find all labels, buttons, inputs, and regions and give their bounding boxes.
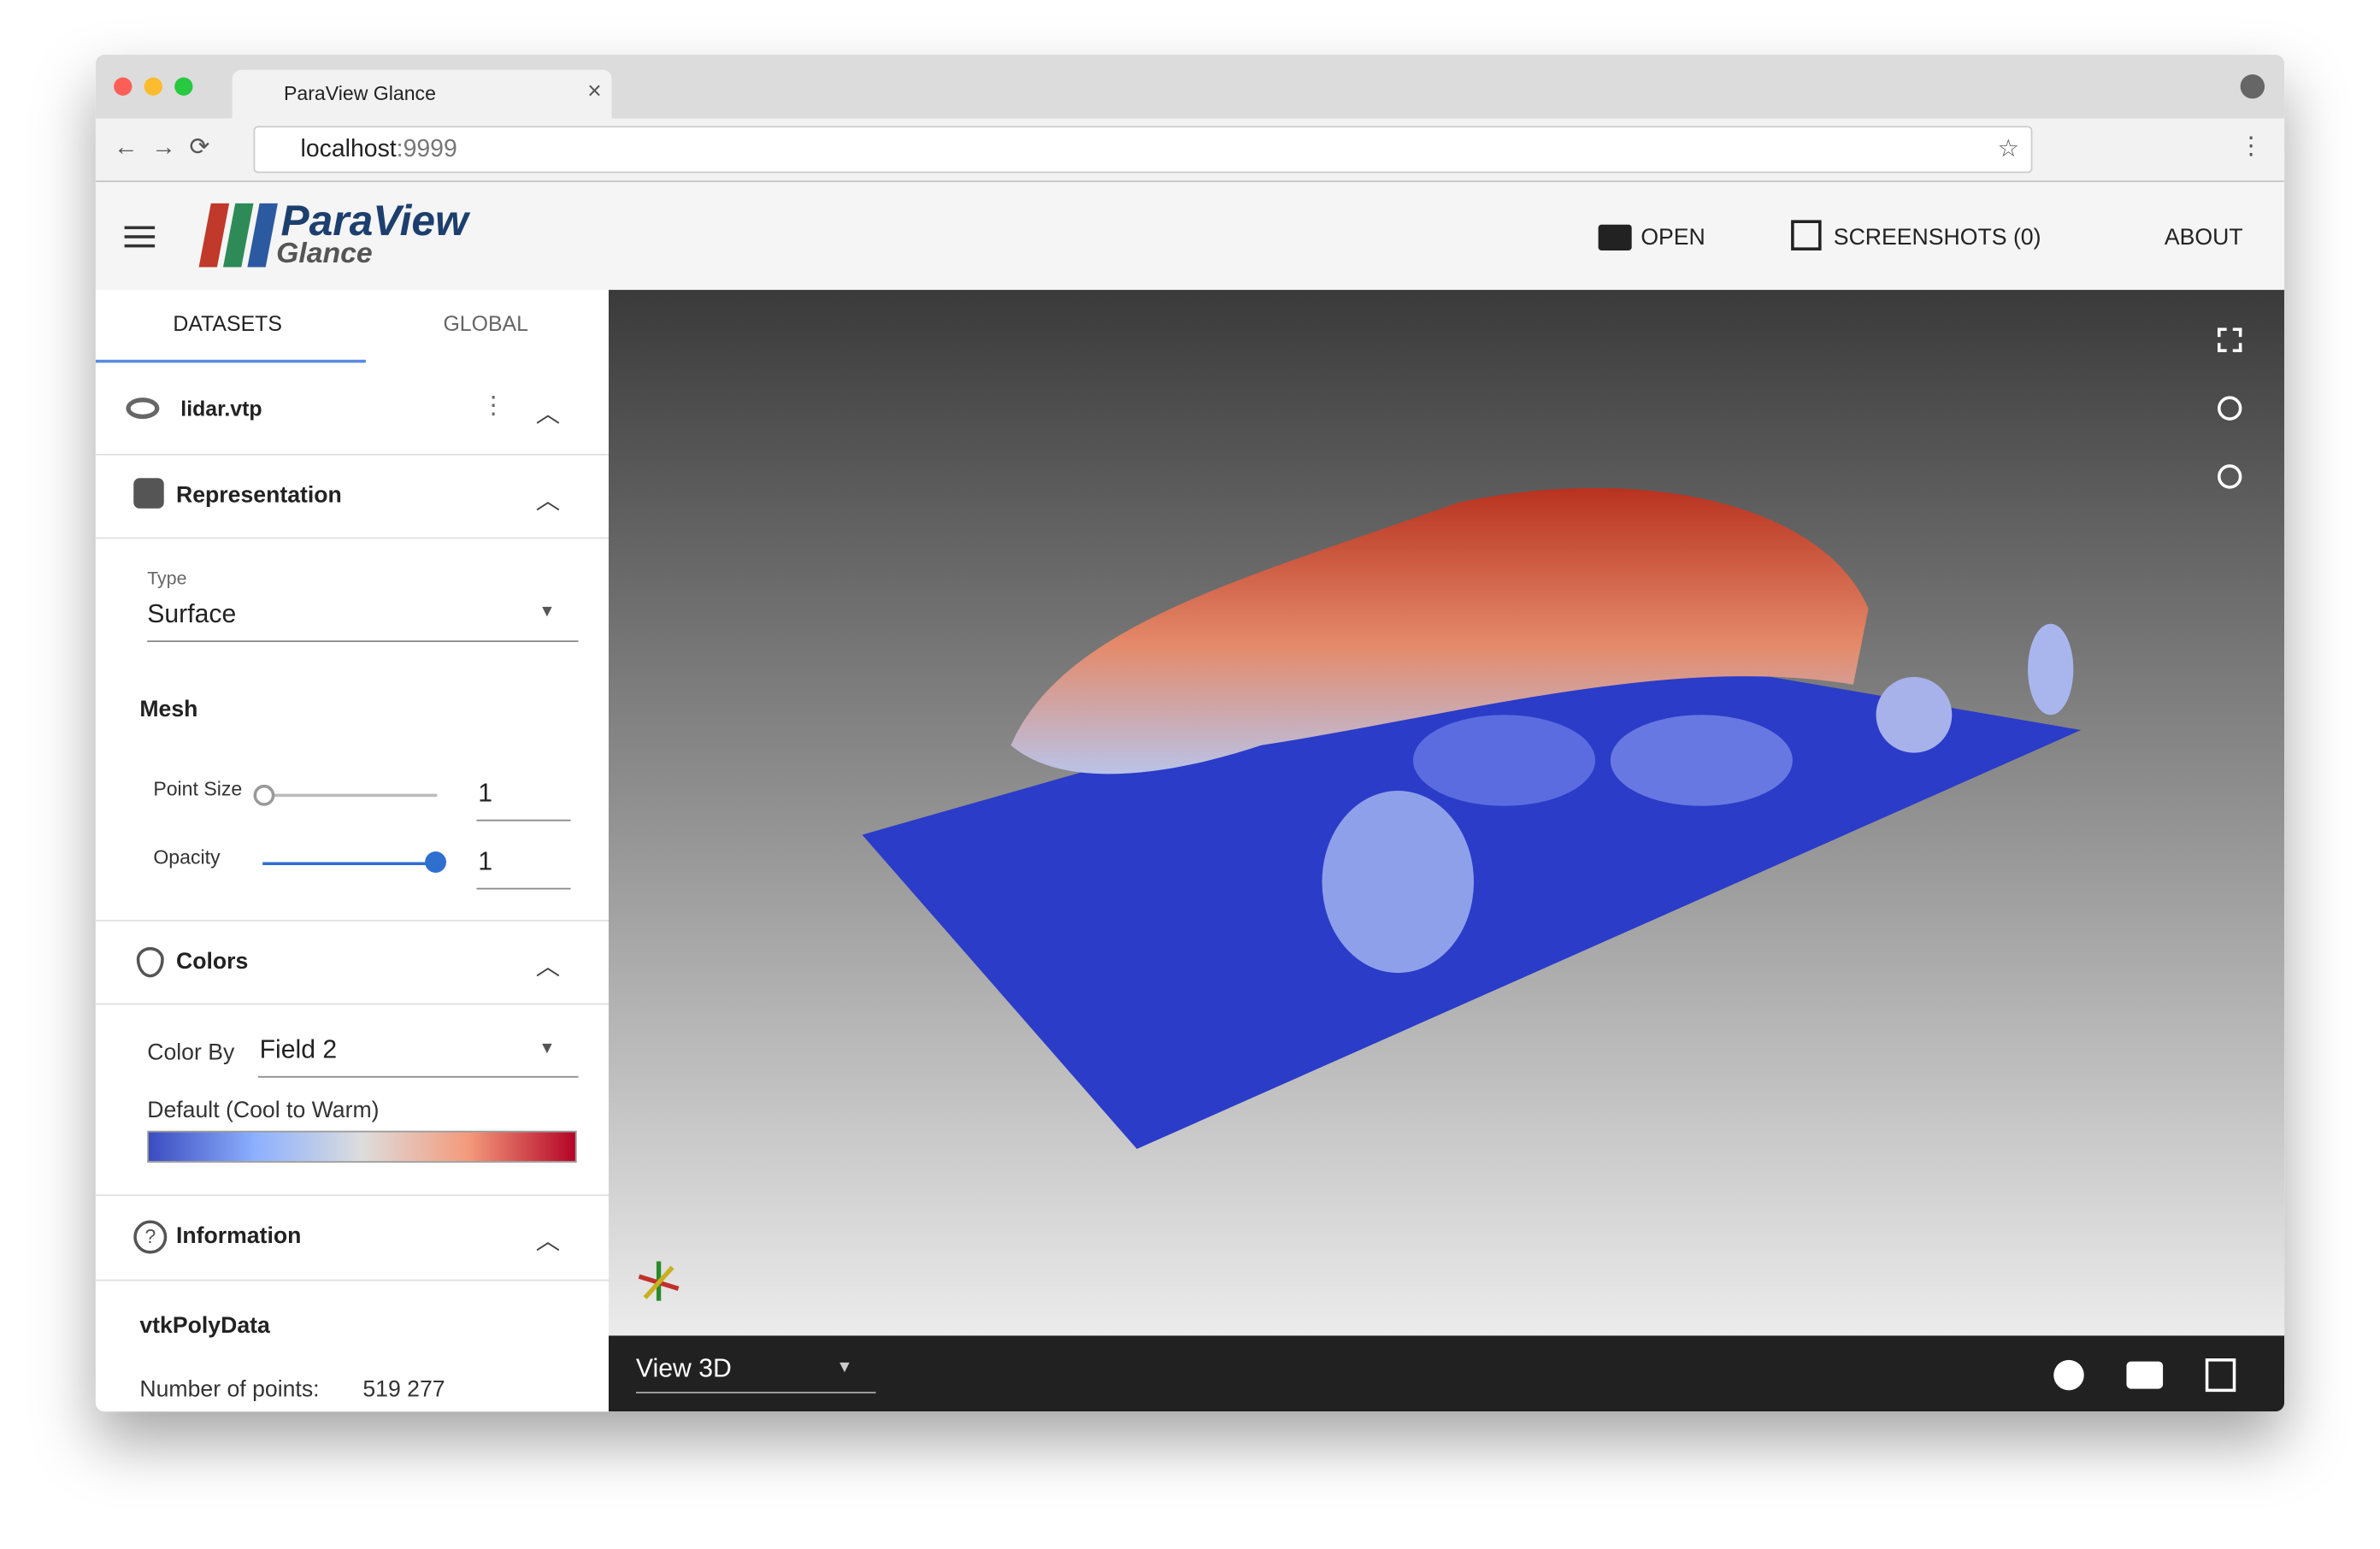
about-button[interactable]: ABOUT (2164, 224, 2243, 250)
slider[interactable] (262, 793, 438, 798)
mesh-label: Mesh (139, 696, 198, 723)
tab-bar: ParaView Glance × (95, 54, 2285, 119)
info-value: 519 277 (362, 1376, 445, 1403)
slider-label: Opacity (153, 845, 221, 869)
slider-label: Point Size (153, 777, 243, 800)
sidebar: DATASETS GLOBAL lidar.vtp ⋮ ︿ Representat… (95, 290, 610, 1412)
section-title[interactable]: Information (175, 1223, 302, 1250)
url-field[interactable]: localhost:9999 ☆ (253, 126, 2033, 174)
colormap-name[interactable]: Default (Cool to Warm) (147, 1097, 380, 1123)
screenshots-button[interactable]: SCREENSHOTS (0) (1833, 224, 2041, 250)
orientation-axes (638, 1261, 680, 1301)
logo-title: ParaView (280, 197, 468, 244)
screenshot-button[interactable] (2126, 1361, 2164, 1389)
address-bar: ← → ⟳ localhost:9999 ☆ ⋮ (95, 118, 2285, 183)
menu-button[interactable] (124, 226, 156, 248)
app-bar: ParaView Glance OPEN SCREENSHOTS (0) ABO… (95, 182, 2285, 291)
rotate-right[interactable] (2218, 464, 2242, 489)
tab-global[interactable]: GLOBAL (443, 310, 528, 336)
section-title[interactable]: Representation (175, 482, 342, 509)
close[interactable]: × (587, 79, 602, 105)
reset-camera[interactable] (2218, 327, 2242, 352)
browser-window: ParaView Glance × ← → ⟳ localhost:9999 ☆… (95, 54, 2285, 1412)
split-button[interactable] (2205, 1358, 2236, 1393)
rotate-left[interactable] (2218, 396, 2242, 421)
type-select[interactable]: Surface (147, 599, 237, 629)
section-title[interactable]: Colors (175, 948, 249, 975)
field-label: Color By (147, 1040, 235, 1066)
tab-title: ParaView Glance (284, 81, 436, 105)
view-type-select[interactable]: View 3D (635, 1353, 732, 1383)
info-label: Number of points: (139, 1376, 320, 1403)
profile[interactable] (2240, 74, 2265, 99)
view-toolbar: View 3D ▼ (608, 1335, 2285, 1412)
data-type: vtkPolyData (139, 1312, 270, 1339)
slider[interactable] (262, 862, 438, 866)
logo-subtitle: Glance (276, 238, 373, 271)
viewport[interactable] (608, 290, 2285, 1336)
point-size-value[interactable]: 1 (478, 778, 493, 808)
colormap-bar[interactable] (147, 1130, 577, 1163)
tab-datasets[interactable]: DATASETS (173, 310, 282, 336)
url-host: localhost (300, 136, 397, 162)
logo-mark (198, 203, 278, 268)
dataset-name[interactable]: lidar.vtp (180, 396, 262, 421)
palette-button[interactable] (2053, 1359, 2084, 1391)
tab[interactable]: ParaView Glance × (232, 69, 612, 119)
url-port: :9999 (396, 136, 457, 162)
point-cloud (862, 487, 2082, 1150)
color-by-select[interactable]: Field 2 (259, 1034, 338, 1064)
field-label: Type (147, 568, 187, 589)
open-button[interactable]: OPEN (1641, 224, 1705, 250)
opacity-value[interactable]: 1 (478, 846, 493, 876)
